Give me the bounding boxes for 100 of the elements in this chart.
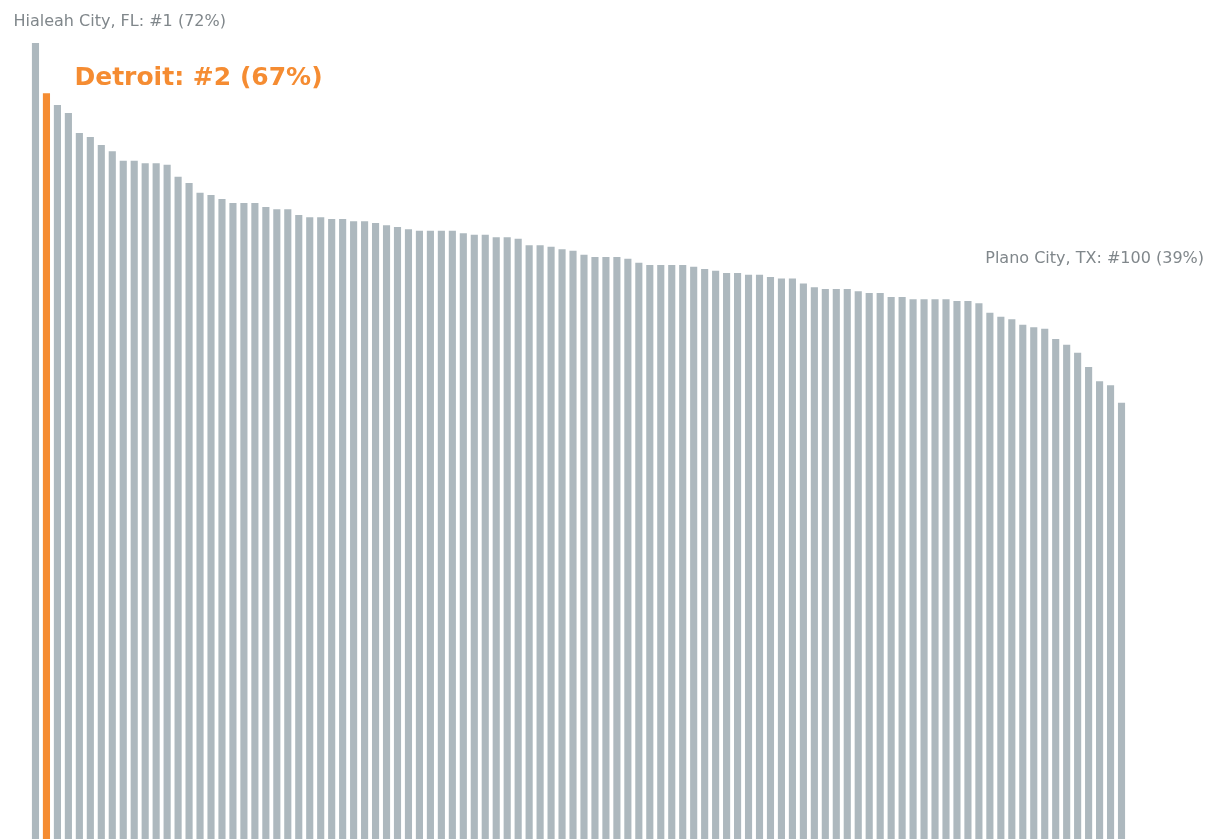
bar (415, 230, 423, 839)
bar (854, 291, 862, 839)
bar (723, 273, 731, 839)
bar (755, 274, 764, 839)
bar (295, 214, 303, 839)
bar (975, 303, 983, 839)
bar (361, 221, 369, 839)
bar (437, 230, 445, 839)
bar (920, 299, 928, 839)
bar (481, 234, 489, 839)
bar (1019, 324, 1027, 839)
bar (679, 265, 687, 839)
bar (701, 269, 709, 839)
bar (997, 316, 1005, 839)
bar (141, 163, 149, 839)
bar (262, 206, 270, 839)
bar (207, 195, 215, 839)
bar (492, 237, 500, 839)
bar (459, 233, 467, 839)
bar (1041, 328, 1049, 839)
bar (251, 203, 259, 839)
bar (843, 288, 851, 839)
bar (306, 217, 314, 839)
bar (799, 283, 807, 839)
bar (53, 105, 61, 839)
bar (909, 299, 917, 839)
bar (514, 238, 522, 839)
bar (668, 265, 676, 839)
bar (547, 246, 555, 839)
bar (470, 234, 478, 839)
bar (393, 226, 402, 839)
bar (108, 151, 116, 839)
bar (657, 265, 665, 839)
bar (635, 262, 643, 839)
bar (832, 288, 840, 839)
annotation: Detroit: #2 (67%) (74, 62, 323, 92)
bar (1052, 339, 1060, 839)
bar (876, 292, 884, 839)
bar (371, 222, 380, 839)
bar (810, 287, 818, 839)
bar (174, 176, 182, 839)
bar (931, 299, 939, 839)
bar (350, 221, 358, 839)
bar (898, 296, 906, 839)
bar (788, 278, 796, 839)
bar (1096, 381, 1104, 839)
bar (1117, 402, 1126, 839)
bar (766, 277, 775, 839)
bar (942, 299, 950, 839)
bar (602, 257, 610, 839)
bar (569, 250, 577, 839)
bar (42, 93, 51, 839)
bar (64, 113, 72, 839)
bar (734, 273, 742, 839)
bar (613, 257, 621, 839)
bar (185, 183, 193, 839)
bar (284, 209, 292, 839)
bar (119, 160, 127, 839)
bar (536, 245, 544, 839)
bar (986, 312, 994, 839)
bar (328, 218, 336, 839)
bar (240, 203, 248, 839)
bar (1063, 344, 1071, 839)
bar (31, 43, 40, 839)
bar (887, 296, 895, 839)
bar (953, 300, 961, 839)
bar (163, 164, 171, 839)
bar (218, 199, 226, 839)
bar (1008, 319, 1016, 839)
bar (777, 278, 786, 839)
bar (130, 160, 138, 839)
bar (196, 192, 204, 839)
bar (273, 209, 281, 839)
bar (229, 203, 237, 839)
bar (1030, 327, 1038, 839)
bar (558, 249, 566, 839)
bar (964, 300, 972, 839)
bar (97, 144, 105, 839)
bar (339, 218, 347, 839)
bar (744, 274, 753, 839)
annotation: Plano City, TX: #100 (39%) (985, 247, 1204, 267)
bar (1074, 352, 1082, 839)
bar (525, 245, 533, 839)
bar (580, 254, 588, 839)
bar (690, 266, 698, 839)
bar (712, 270, 720, 839)
bar (86, 136, 94, 839)
bar (624, 258, 632, 839)
bar (426, 230, 434, 839)
bar (646, 265, 654, 839)
bar (1085, 366, 1093, 839)
bar (404, 229, 413, 839)
bar (821, 288, 829, 839)
bar (317, 217, 325, 839)
bar (448, 230, 456, 839)
bar (382, 225, 391, 839)
bar (591, 257, 599, 839)
bar (75, 132, 83, 839)
bar (503, 237, 511, 839)
bar (865, 292, 873, 839)
